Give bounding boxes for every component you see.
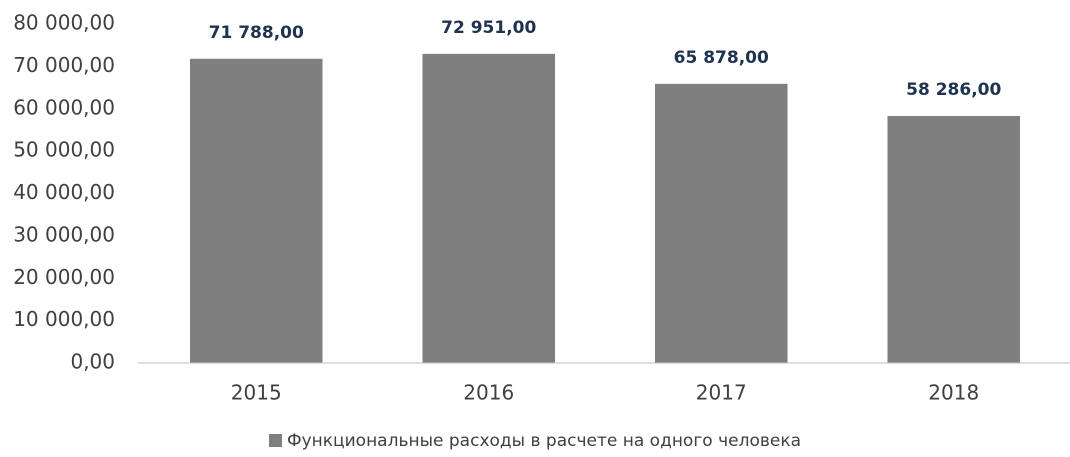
- y-tick-label: 60 000,00: [13, 95, 115, 119]
- x-tick-label: 2018: [928, 381, 979, 405]
- bar: [422, 53, 556, 363]
- x-tick-label: 2015: [231, 381, 282, 405]
- y-tick-label: 70 000,00: [13, 53, 115, 77]
- legend-swatch: [268, 434, 282, 447]
- value-label: 58 286,00: [906, 80, 1001, 100]
- y-tick-label: 30 000,00: [13, 222, 115, 246]
- y-tick-label: 50 000,00: [13, 138, 115, 162]
- legend-label: Функциональные расходы в расчете на одно…: [287, 431, 801, 451]
- bar: [189, 58, 323, 364]
- y-tick-label: 20 000,00: [13, 265, 115, 289]
- value-label: 71 788,00: [209, 23, 304, 43]
- y-tick-label: 0,00: [70, 350, 115, 374]
- x-tick-label: 2016: [463, 381, 514, 405]
- bar: [654, 83, 788, 363]
- x-tick-label: 2017: [696, 381, 747, 405]
- value-label: 65 878,00: [674, 48, 769, 68]
- value-label: 72 951,00: [441, 18, 536, 38]
- y-tick-label: 40 000,00: [13, 180, 115, 204]
- y-tick-label: 80 000,00: [13, 11, 115, 35]
- y-tick-label: 10 000,00: [13, 307, 115, 331]
- bar: [887, 116, 1021, 363]
